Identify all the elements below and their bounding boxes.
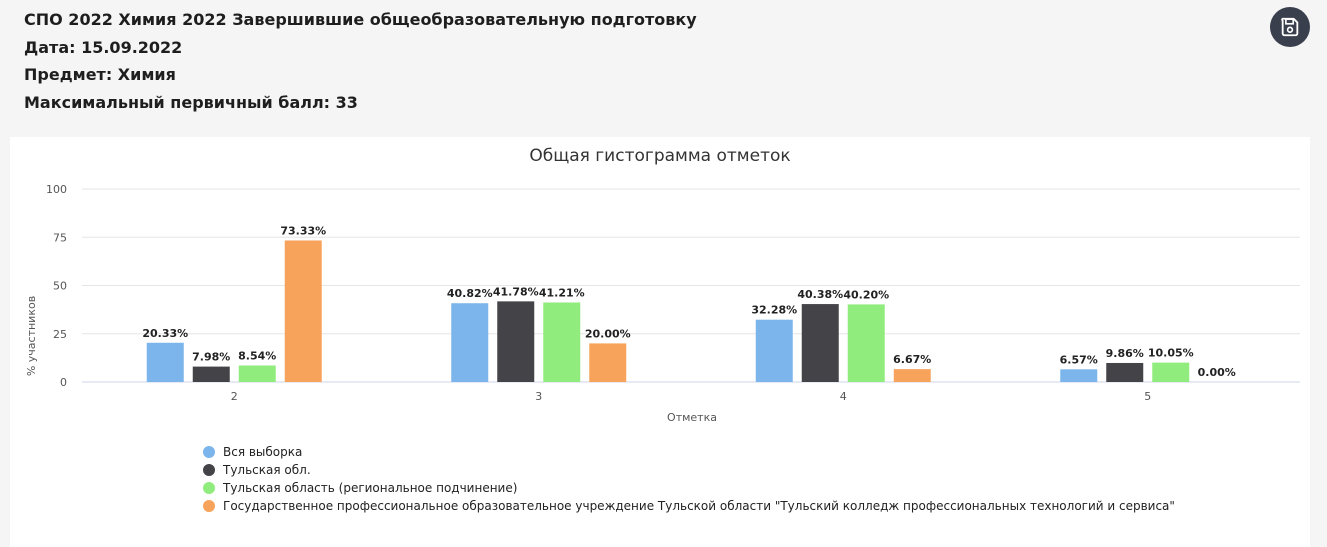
chart-card: Общая гистограмма отметок 0 25 50 75 100 20.… [10, 137, 1310, 547]
data-label: 40.20% [843, 288, 889, 301]
legend-label: Вся выборка [223, 445, 303, 459]
x-tick-label: 3 [535, 390, 542, 403]
data-label: 32.28% [751, 304, 797, 317]
legend-label: Тульская область (региональное подчинени… [223, 481, 518, 495]
legend-marker [203, 446, 215, 458]
bar[interactable] [589, 343, 627, 382]
y-tick-label: 100 [46, 183, 67, 196]
data-label: 8.54% [238, 350, 276, 363]
y-tick-label: 50 [53, 280, 67, 293]
bar[interactable] [755, 319, 793, 382]
bar[interactable] [497, 301, 535, 382]
chart-legend: Вся выборка Тульская обл. Тульская облас… [203, 443, 1175, 515]
legend-marker [203, 482, 215, 494]
legend-label: Государственное профессиональное образов… [223, 499, 1175, 513]
x-axis-title: Отметка [667, 411, 717, 424]
data-label: 20.33% [142, 327, 188, 340]
legend-marker [203, 500, 215, 512]
report-header: СПО 2022 Химия 2022 Завершившие общеобра… [24, 6, 697, 116]
chart-title: Общая гистограмма отметок [529, 146, 790, 166]
bar[interactable] [238, 365, 276, 382]
data-label: 73.33% [280, 224, 326, 237]
bar[interactable] [284, 240, 322, 382]
data-label: 20.00% [585, 327, 631, 340]
report-max-score: Максимальный первичный балл: 33 [24, 92, 358, 112]
legend-item-tula-regional-subordination[interactable]: Тульская область (региональное подчинени… [203, 479, 1175, 497]
y-tick-label: 25 [53, 328, 67, 341]
x-tick-label: 4 [840, 390, 847, 403]
data-label: 41.78% [493, 285, 539, 298]
bar[interactable] [451, 303, 489, 382]
x-tick-label: 2 [231, 390, 238, 403]
bar[interactable] [543, 302, 581, 382]
legend-marker [203, 464, 215, 476]
legend-item-college[interactable]: Государственное профессиональное образов… [203, 497, 1175, 515]
data-label: 40.38% [797, 288, 843, 301]
data-label: 6.67% [893, 353, 931, 366]
y-tick-label: 0 [60, 376, 67, 389]
bar[interactable] [1106, 362, 1144, 382]
data-label: 6.57% [1060, 353, 1098, 366]
report-subject: Предмет: Химия [24, 65, 176, 84]
data-label: 10.05% [1148, 347, 1194, 360]
save-icon [1281, 17, 1299, 37]
data-label: 9.86% [1106, 347, 1144, 360]
data-label: 41.21% [539, 286, 585, 299]
save-button[interactable] [1270, 7, 1310, 47]
x-tick-label: 5 [1144, 390, 1151, 403]
data-label: 7.98% [192, 351, 230, 364]
bar[interactable] [192, 366, 230, 382]
legend-label: Тульская обл. [223, 463, 311, 477]
data-label: 0.00% [1198, 366, 1236, 379]
report-title: СПО 2022 Химия 2022 Завершившие общеобра… [24, 10, 697, 29]
bar[interactable] [1060, 369, 1098, 382]
bar[interactable] [801, 304, 839, 382]
report-date: Дата: 15.09.2022 [24, 37, 183, 57]
bar[interactable] [1152, 362, 1190, 382]
bar[interactable] [847, 304, 885, 382]
y-tick-label: 75 [53, 231, 67, 244]
bar[interactable] [893, 369, 931, 382]
bar[interactable] [146, 342, 184, 382]
legend-item-tula-region[interactable]: Тульская обл. [203, 461, 1175, 479]
legend-item-all-sample[interactable]: Вся выборка [203, 443, 1175, 461]
y-axis-title: % участников [25, 296, 38, 376]
data-label: 40.82% [447, 287, 493, 300]
